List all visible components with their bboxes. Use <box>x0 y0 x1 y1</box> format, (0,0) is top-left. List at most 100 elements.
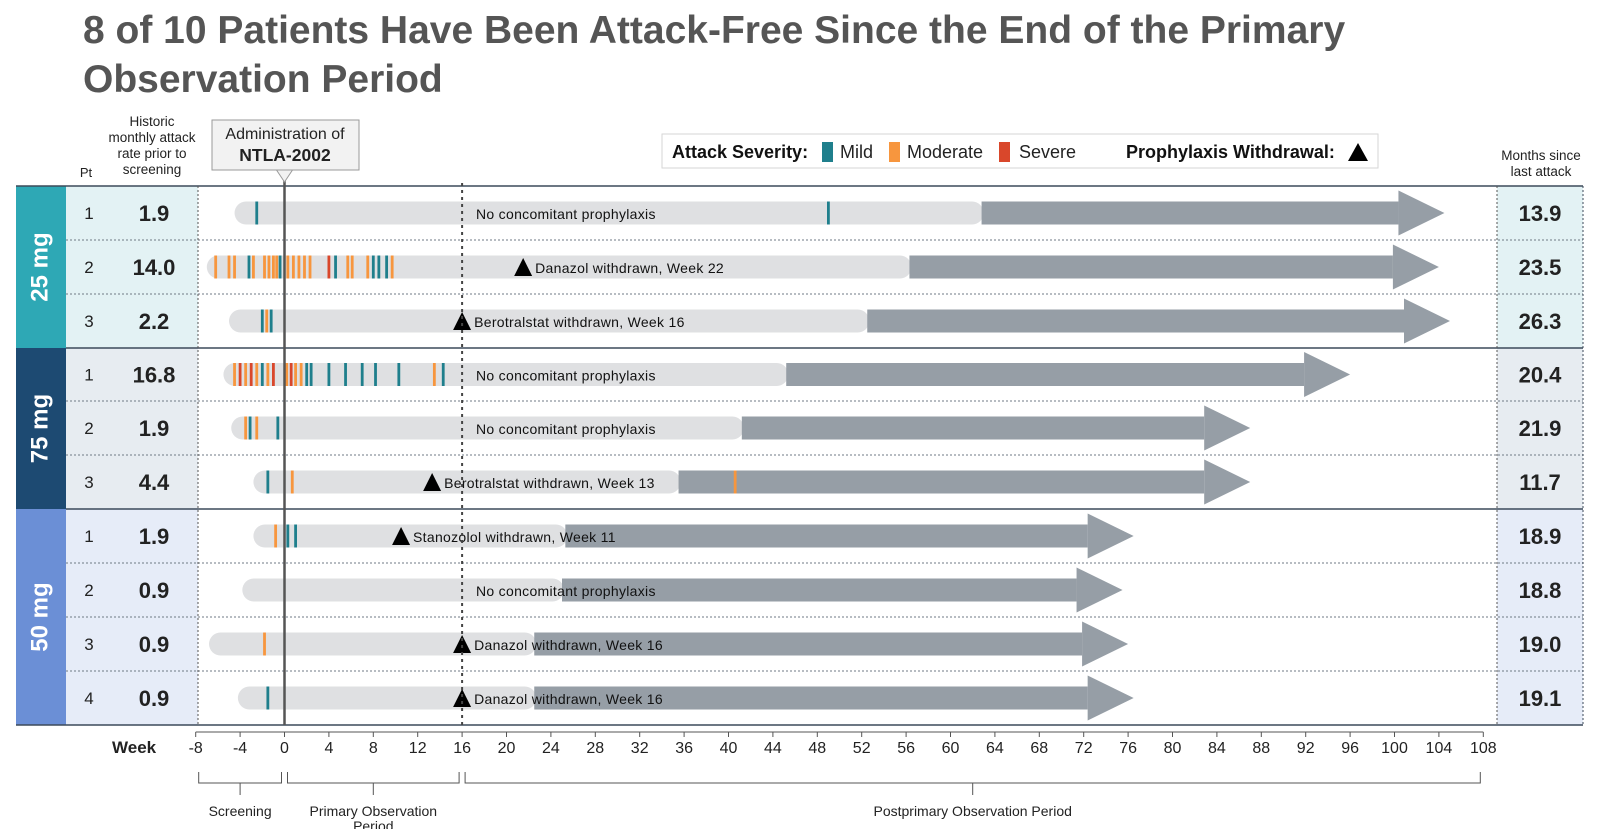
x-tick-label: 68 <box>1030 740 1048 757</box>
historic-rate-value: 0.9 <box>139 686 170 711</box>
row-label-cell <box>66 563 198 617</box>
attack-mark-mild <box>266 470 270 494</box>
x-tick-label: 12 <box>409 740 427 757</box>
attack-mark-mild <box>344 363 347 386</box>
timeline-bar-dark <box>981 201 1399 225</box>
attack-mark-mild <box>374 363 377 386</box>
prophylaxis-note: No concomitant prophylaxis <box>476 421 656 437</box>
attack-mark-mild <box>327 363 331 386</box>
prophylaxis-note: Danazol withdrawn, Week 22 <box>535 260 724 276</box>
timeline-bar-light <box>231 416 744 440</box>
withdrawal-triangle <box>392 527 411 545</box>
attack-mark-mild <box>309 363 313 386</box>
attack-mark-moderate <box>275 255 279 279</box>
timeline-bar-light <box>253 524 568 548</box>
attack-mark-moderate <box>346 255 350 279</box>
x-tick-label: 64 <box>986 740 1004 757</box>
historic-rate-header: Historic <box>129 114 174 129</box>
timeline-bar-dark <box>678 470 1205 494</box>
timeline-bar-dark <box>534 686 1088 710</box>
pt-header: Pt <box>80 165 93 180</box>
attack-mark-mild <box>269 309 273 333</box>
attack-mark-mild <box>294 524 297 548</box>
attack-mark-mild <box>305 363 309 386</box>
period-label: Period <box>353 818 393 829</box>
withdrawal-triangle <box>453 635 472 653</box>
prophylaxis-note: Berotralstat withdrawn, Week 16 <box>474 314 685 330</box>
timeline-bar-dark <box>565 524 1088 548</box>
legend-severe-swatch <box>999 142 1010 162</box>
historic-rate-value: 1.9 <box>139 524 170 549</box>
legend-mild-label: Mild <box>840 142 873 162</box>
months-cell <box>1497 294 1583 348</box>
patient-number: 1 <box>84 366 93 385</box>
row-label-cell <box>66 294 198 348</box>
patient-number: 2 <box>84 581 93 600</box>
attack-mark-mild <box>247 255 251 279</box>
administration-callout-pointer <box>275 169 294 183</box>
period-bracket <box>464 772 1481 795</box>
x-tick-label: 52 <box>853 740 871 757</box>
withdrawal-triangle <box>514 258 533 276</box>
historic-rate-value: 2.2 <box>139 309 170 334</box>
x-tick-label: 104 <box>1426 740 1453 757</box>
patient-number: 2 <box>84 419 93 438</box>
attack-mark-mild <box>441 363 445 386</box>
legend-withdrawal-triangle <box>1348 143 1368 161</box>
historic-rate-value: 1.9 <box>139 416 170 441</box>
x-tick-label: 76 <box>1119 740 1137 757</box>
months-cell <box>1497 240 1583 294</box>
row-label-cell <box>66 671 198 725</box>
prophylaxis-note: No concomitant prophylaxis <box>476 368 656 384</box>
x-tick-label: 16 <box>453 740 471 757</box>
x-tick-label: -4 <box>233 740 247 757</box>
timeline-bar-dark <box>562 578 1077 602</box>
withdrawal-triangle <box>453 689 472 707</box>
historic-rate-header: monthly attack <box>108 130 195 145</box>
attack-mark-mild <box>827 201 830 225</box>
attack-mark-moderate <box>366 255 370 279</box>
prophylaxis-note: Stanozolol withdrawn, Week 11 <box>413 529 616 545</box>
x-tick-label: 32 <box>631 740 649 757</box>
timeline-arrowhead <box>1398 190 1445 236</box>
attack-mark-mild <box>385 255 389 279</box>
attack-mark-mild <box>334 255 337 279</box>
timeline-arrowhead <box>1087 675 1134 721</box>
attack-mark-mild <box>397 363 401 386</box>
x-tick-label: 60 <box>942 740 960 757</box>
patient-number: 3 <box>84 473 93 492</box>
months-since-value: 13.9 <box>1519 201 1562 226</box>
legend-moderate-label: Moderate <box>907 142 983 162</box>
prophylaxis-note: No concomitant prophylaxis <box>476 206 656 222</box>
legend-severe-label: Severe <box>1019 142 1076 162</box>
row-label-cell <box>66 401 198 455</box>
attack-mark-mild <box>260 363 264 386</box>
attack-mark-moderate <box>733 470 737 494</box>
months-cell <box>1497 348 1583 401</box>
x-tick-label: -8 <box>189 740 203 757</box>
timeline-bar-light <box>209 632 537 656</box>
administration-label: Administration of <box>225 126 345 143</box>
months-cell <box>1497 563 1583 617</box>
timeline-arrowhead <box>1392 244 1439 290</box>
dose-label: 50 mg <box>26 582 53 651</box>
prophylaxis-note: Berotralstat withdrawn, Week 13 <box>444 475 655 491</box>
period-label: Screening <box>209 803 272 819</box>
x-tick-label: 48 <box>808 740 826 757</box>
months-since-value: 20.4 <box>1519 363 1563 388</box>
attack-mark-severe <box>272 363 275 386</box>
months-since-value: 11.7 <box>1519 470 1561 495</box>
attack-mark-moderate <box>297 255 301 279</box>
x-tick-label: 36 <box>675 740 693 757</box>
attack-mark-moderate <box>285 363 289 386</box>
historic-rate-value: 0.9 <box>139 578 170 603</box>
attack-mark-moderate <box>227 255 231 279</box>
timeline-arrowhead <box>1082 621 1129 667</box>
prophylaxis-note: No concomitant prophylaxis <box>476 583 656 599</box>
dose-label: 75 mg <box>26 394 53 463</box>
timeline-bar-dark <box>867 309 1404 333</box>
timeline-bar-light <box>223 363 789 386</box>
attack-mark-moderate <box>233 363 236 386</box>
attack-mark-moderate <box>274 524 278 548</box>
